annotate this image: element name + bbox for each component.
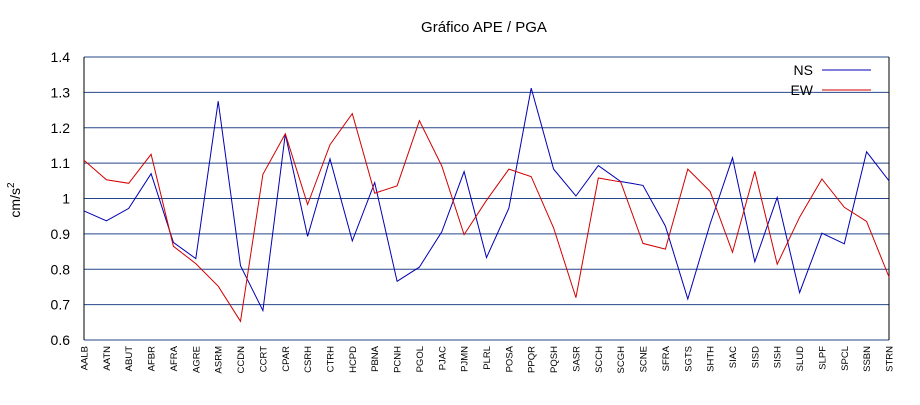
x-tick-label: STRN	[885, 346, 896, 372]
x-tick-label: PGOL	[415, 346, 426, 372]
x-tick-label: PBNA	[370, 345, 381, 372]
y-tick-label: 0.9	[51, 226, 71, 242]
x-tick-label: SLPF	[817, 346, 828, 370]
x-tick-label: PJAC	[437, 346, 448, 370]
x-tick-label: SFRA	[661, 345, 672, 371]
x-tick-label: POSA	[504, 345, 515, 372]
y-tick-label: 1.3	[51, 84, 71, 100]
x-tick-label: PCNH	[393, 346, 404, 373]
chart-title: Gráfico APE / PGA	[421, 19, 547, 36]
y-tick-label: 1.4	[51, 49, 71, 65]
y-axis-label-exponent: 2	[6, 182, 17, 188]
gridlines	[84, 56, 889, 341]
x-tick-label: CCDN	[236, 346, 247, 374]
x-tick-label: SGTS	[683, 346, 694, 372]
y-tick-label: 0.6	[51, 332, 71, 348]
series-lines	[83, 87, 890, 323]
y-tick-label: 1.2	[51, 120, 71, 136]
x-tick-label: AFBR	[147, 346, 158, 371]
x-tick-label: CCRT	[258, 346, 269, 372]
y-tick-label: 0.8	[51, 261, 71, 277]
x-tick-label: SCNE	[639, 346, 650, 372]
y-axis-label: cm/s2	[6, 182, 23, 218]
x-tick-label: AFRA	[169, 345, 180, 371]
legend-label-ew: EW	[790, 82, 813, 98]
series-line-ew	[83, 112, 890, 323]
x-tick-label: AGRE	[191, 346, 202, 373]
x-tick-label: PQSH	[549, 346, 560, 373]
x-tick-label: CPAR	[281, 346, 292, 372]
x-tick-label: SLUD	[795, 346, 806, 371]
legend-label-ns: NS	[794, 62, 813, 78]
x-tick-label: CTRH	[325, 346, 336, 373]
x-tick-label: SHTH	[706, 346, 717, 372]
x-tick-label: AATN	[102, 346, 113, 371]
x-tick-label: CSRH	[303, 346, 314, 373]
x-tick-label: ABUT	[124, 346, 135, 372]
x-tick-labels: AALB AATN ABUT AFBR AFRA AGRE ASRM CCDN CCRT CPAR…	[80, 345, 896, 373]
y-tick-label: 1	[62, 191, 70, 207]
series-line-ns	[83, 87, 890, 313]
x-tick-label: PPQR	[527, 346, 538, 373]
x-tick-label: HCPD	[348, 346, 359, 373]
x-tick-label: SISD	[750, 346, 761, 368]
y-tick-labels: 0.6 0.7 0.8 0.9 1 1.1 1.2 1.3 1.4	[51, 49, 71, 348]
x-tick-label: SSBN	[862, 346, 873, 372]
x-tick-label: SASR	[571, 346, 582, 372]
legend: NS EW	[790, 62, 871, 98]
x-tick-label: PJMN	[460, 346, 471, 372]
y-tick-label: 1.1	[51, 155, 71, 171]
y-axis-label-unit: cm/s	[7, 188, 23, 218]
y-tick-label: 0.7	[51, 297, 71, 313]
x-tick-label: SIAC	[728, 346, 739, 368]
x-tick-label: SCGH	[616, 346, 627, 374]
x-tick-label: ASRM	[214, 346, 225, 374]
axes	[83, 57, 890, 340]
x-tick-label: SISH	[773, 346, 784, 368]
x-tick-label: SCCH	[594, 346, 605, 373]
x-tick-label: PLRL	[482, 346, 493, 370]
x-tick-label: SPCL	[840, 346, 851, 371]
x-tick-label: AALB	[80, 346, 91, 370]
